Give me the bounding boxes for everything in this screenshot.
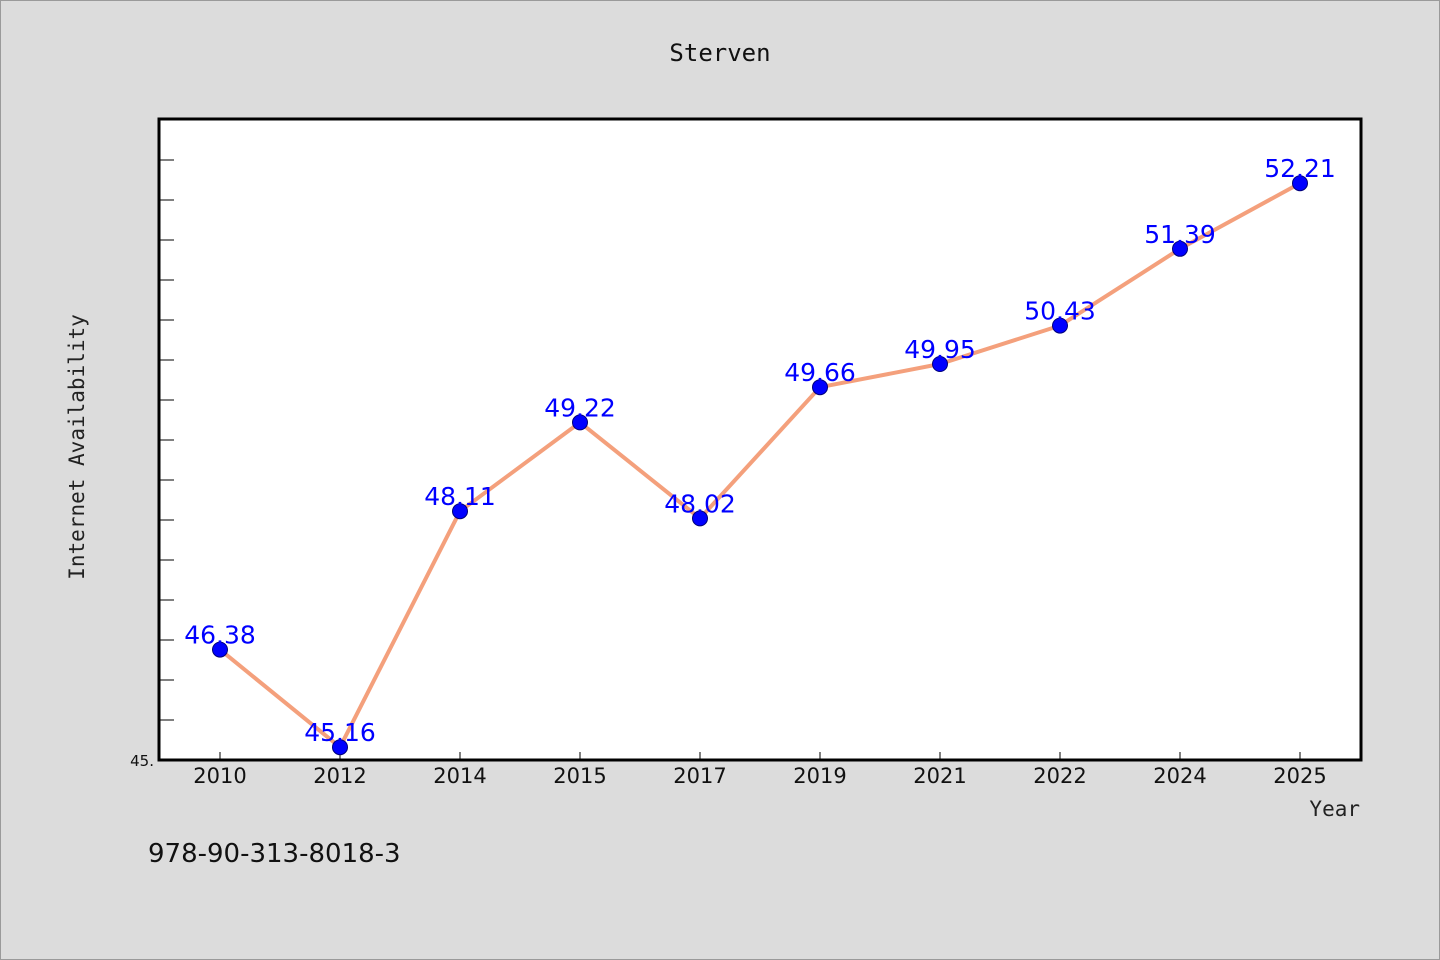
- chart-title: Sterven: [669, 39, 770, 67]
- data-point: [1172, 240, 1188, 257]
- data-labels: 46.38 45.16 48.11 49.22 48.02 49.66 49.95 50.43…: [184, 154, 1336, 747]
- data-point: [692, 510, 708, 527]
- x-axis-ticks: 2010 2012 2014 2015 2017 2019 2021 2022 2024 2025: [193, 752, 1327, 788]
- data-point: [212, 641, 228, 658]
- data-label: 49.66: [784, 358, 856, 387]
- x-tick-label: 2025: [1273, 764, 1326, 788]
- plot-area: [157, 117, 1363, 762]
- x-tick-label: 2010: [193, 764, 246, 788]
- data-label: 48.02: [664, 489, 736, 518]
- x-tick-label: 2014: [433, 764, 486, 788]
- data-markers: [212, 175, 1308, 756]
- x-tick-label: 2024: [1153, 764, 1206, 788]
- x-tick-label: 2017: [673, 764, 726, 788]
- data-point: [1052, 317, 1068, 334]
- data-point: [812, 379, 828, 396]
- data-point: [452, 503, 468, 520]
- x-tick-label: 2019: [793, 764, 846, 788]
- data-point: [332, 739, 348, 756]
- data-label: 50.43: [1024, 297, 1096, 326]
- x-axis-title: Year: [1309, 797, 1360, 821]
- y-axis-title: Internet Availability: [65, 314, 89, 580]
- data-label: 51.39: [1144, 220, 1216, 249]
- x-tick-label: 2015: [553, 764, 606, 788]
- data-label: 48.11: [424, 482, 496, 511]
- x-tick-label: 2022: [1033, 764, 1086, 788]
- y-axis-ticks: [160, 159, 174, 721]
- y-tick-label: 45.: [130, 752, 154, 770]
- data-label: 45.16: [304, 718, 376, 747]
- data-label: 49.22: [544, 393, 616, 422]
- data-point: [572, 414, 588, 431]
- footnote: 978-90-313-8018-3: [148, 839, 401, 869]
- data-label: 46.38: [184, 621, 256, 650]
- data-point: [932, 356, 948, 372]
- data-label: 49.95: [904, 335, 976, 364]
- series-line: [218, 181, 1301, 750]
- data-point: [1292, 175, 1308, 192]
- data-label: 52.21: [1264, 154, 1336, 183]
- x-tick-label: 2012: [313, 764, 366, 788]
- x-tick-label: 2021: [913, 764, 966, 788]
